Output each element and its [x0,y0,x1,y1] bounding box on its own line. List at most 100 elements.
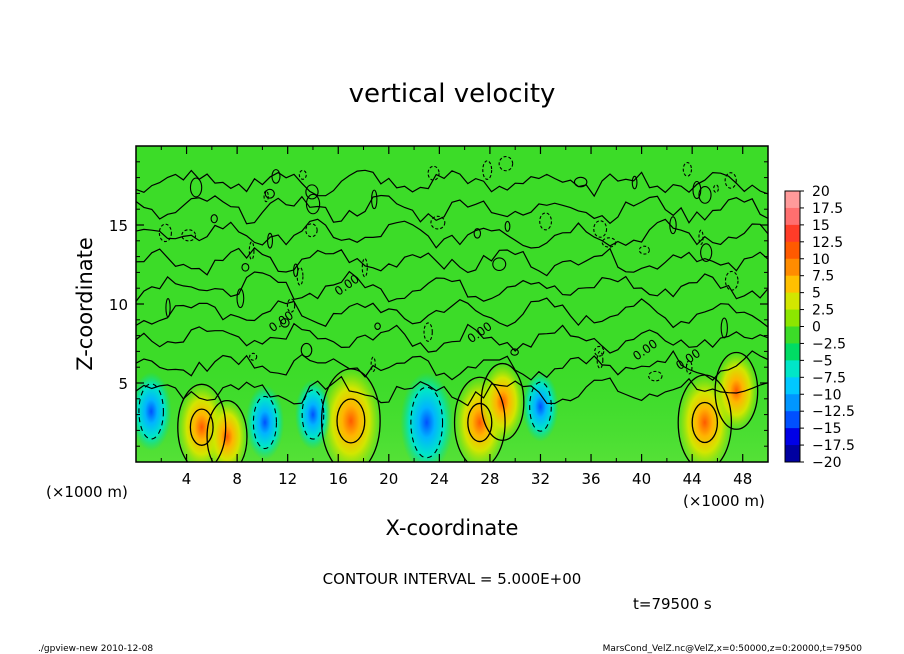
footer-right: MarsCond_VelZ.nc@VelZ,x=0:50000,z=0:2000… [603,644,863,654]
small-contour-20 [698,229,704,245]
colorbar-label-0: 20 [812,184,830,200]
x-tick-label-2: 12 [278,470,297,488]
updraft-contour-outer-4 [480,362,525,441]
downdraft-contour-2 [301,389,325,440]
small-contour-0 [473,228,482,239]
colorbar-segment-12 [785,394,800,412]
small-contour-18 [698,185,712,204]
small-contour-54 [427,165,440,181]
small-contour-42 [539,212,553,231]
zero-contour-3 [136,297,768,329]
small-contour-4 [724,172,737,189]
small-contour-46 [296,266,304,286]
small-contour-3 [430,215,446,230]
downdraft-contour-4 [529,381,552,432]
colorbar-label-2: 15 [812,218,830,234]
small-contour-37 [158,223,172,243]
colorbar-segment-8 [785,326,800,344]
colorbar-label-14: −15 [812,421,842,437]
updraft-cell-2 [320,366,382,462]
colorbar-segment-13 [785,411,800,429]
updraft-contour-outer-3 [453,376,506,462]
x-tick-label-3: 16 [329,470,348,488]
small-contour-45 [371,189,378,210]
small-contour-9 [300,342,313,358]
colorbar: 2017.51512.5107.552.50−2.5−5−7.5−10−12.5… [784,184,855,471]
downdraft-contour-1 [252,395,277,450]
colorbar-segment-5 [785,275,800,294]
updraft-contour-inner-2 [336,398,366,444]
small-contour-28 [596,350,604,369]
colorbar-label-7: 2.5 [812,303,834,319]
small-contour-25 [573,176,588,188]
colorbar-label-10: −5 [812,353,833,369]
x-tick-label-10: 44 [683,470,702,488]
y-tick-label-0: 5 [118,375,128,393]
x-unit-label-right: (×1000 m) [683,492,765,510]
downdraft-cell-0 [136,372,172,451]
updraft-cell-6 [714,350,759,432]
x-tick-label-5: 24 [430,470,449,488]
small-contour-38 [482,160,493,180]
colorbar-segment-6 [785,292,800,311]
small-contour-51 [264,188,275,199]
small-contour-48 [263,190,269,203]
updraft-contour-inner-3 [467,402,493,443]
small-contour-31 [210,214,218,224]
zero-contour-2 [136,322,768,354]
time-label: t=79500 s [633,595,712,613]
small-contour-21 [601,237,617,248]
small-contour-35 [248,241,255,260]
colorbar-segment-7 [785,309,800,327]
small-contour-30 [305,193,321,215]
colorbar-label-3: 12.5 [812,235,843,251]
small-contour-43 [236,288,245,309]
colorbar-segment-4 [785,258,800,277]
small-contour-14 [692,180,702,200]
colorbar-label-13: −12.5 [812,404,855,420]
x-tick-label-0: 4 [182,470,192,488]
y-tick-label-1: 10 [109,296,128,314]
x-tick-label-8: 36 [581,470,600,488]
colorbar-segment-9 [785,343,800,361]
small-contour-5 [189,177,203,198]
zero-contour-5 [136,247,768,277]
small-contour-49 [241,262,250,272]
small-contour-50 [249,352,258,361]
small-contour-15 [423,322,433,342]
colorbar-label-11: −7.5 [812,370,846,386]
small-contour-11 [638,245,650,255]
small-contour-16 [510,348,519,356]
x-tick-label-9: 40 [632,470,651,488]
small-contour-29 [593,220,608,238]
small-contour-36 [298,169,307,180]
x-tick-label-6: 28 [480,470,499,488]
small-contour-52 [700,243,713,262]
downdraft-cell-3 [400,372,454,462]
small-contour-47 [504,220,511,232]
colorbar-label-12: −10 [812,387,842,403]
small-contour-23 [165,297,171,318]
chart-title: vertical velocity [349,79,556,109]
small-contour-27 [648,370,663,382]
small-contour-1 [374,322,381,330]
downdraft-cell-1 [245,385,285,460]
colorbar-label-9: −2.5 [812,336,846,352]
colorbar-label-8: 0 [812,320,821,336]
colorbar-segment-0 [785,191,800,209]
small-contour-12 [305,223,318,238]
zero-contour-0 [136,375,768,407]
colorbar-segment-14 [785,428,800,446]
contour-interval-note: CONTOUR INTERVAL = 5.000E+00 [323,570,582,588]
small-contour-7 [286,298,296,313]
small-contour-6 [361,257,368,278]
small-contour-33 [370,356,376,372]
colorbar-segment-3 [785,241,800,260]
downdraft-cell-4 [522,371,559,442]
small-contour-13 [713,184,719,193]
small-contour-17 [305,184,319,200]
colorbar-segment-15 [785,445,800,463]
colorbar-label-5: 7.5 [812,269,834,285]
small-contour-53 [720,317,728,339]
